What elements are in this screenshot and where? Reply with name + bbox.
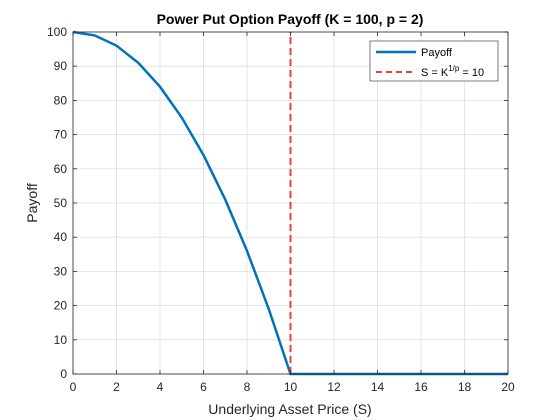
legend-label-vline-prefix: S = K xyxy=(421,67,449,79)
x-tick-label: 10 xyxy=(284,380,298,394)
y-tick-label: 90 xyxy=(54,59,68,73)
y-tick-label: 80 xyxy=(54,93,68,107)
y-axis-label: Payoff xyxy=(24,183,40,223)
y-tick-label: 10 xyxy=(54,333,68,347)
legend-label-vline-suffix: = 10 xyxy=(459,67,484,79)
x-tick-label: 6 xyxy=(200,380,207,394)
x-tick-label: 0 xyxy=(70,380,77,394)
x-tick-label: 18 xyxy=(458,380,472,394)
x-tick-label: 4 xyxy=(157,380,164,394)
x-tick-label: 12 xyxy=(327,380,341,394)
x-tick-label: 20 xyxy=(501,380,515,394)
y-tick-label: 30 xyxy=(54,264,68,278)
chart-title: Power Put Option Payoff (K = 100, p = 2) xyxy=(157,11,424,27)
x-tick-label: 2 xyxy=(113,380,120,394)
x-tick-label: 14 xyxy=(371,380,385,394)
x-tick-label: 16 xyxy=(414,380,428,394)
legend-label-vline-sup: 1/p xyxy=(448,64,460,73)
y-tick-label: 70 xyxy=(54,128,68,142)
legend: Payoff S = K1/p = 10 xyxy=(369,40,499,82)
y-tick-label: 50 xyxy=(54,196,68,210)
ticks: 0 2 4 6 8 10 12 14 16 18 20 0 10 20 30 40 50 60 70 80 90 100 xyxy=(47,25,515,394)
legend-label-vline: S = K1/p = 10 xyxy=(421,64,484,79)
x-axis-label: Underlying Asset Price (S) xyxy=(208,401,371,417)
legend-box xyxy=(369,40,499,82)
y-tick-label: 40 xyxy=(54,230,68,244)
y-tick-label: 20 xyxy=(54,299,68,313)
y-tick-label: 0 xyxy=(60,367,67,381)
x-tick-label: 8 xyxy=(244,380,251,394)
y-tick-label: 60 xyxy=(54,162,68,176)
y-tick-label: 100 xyxy=(47,25,67,39)
legend-label-payoff: Payoff xyxy=(421,47,453,59)
